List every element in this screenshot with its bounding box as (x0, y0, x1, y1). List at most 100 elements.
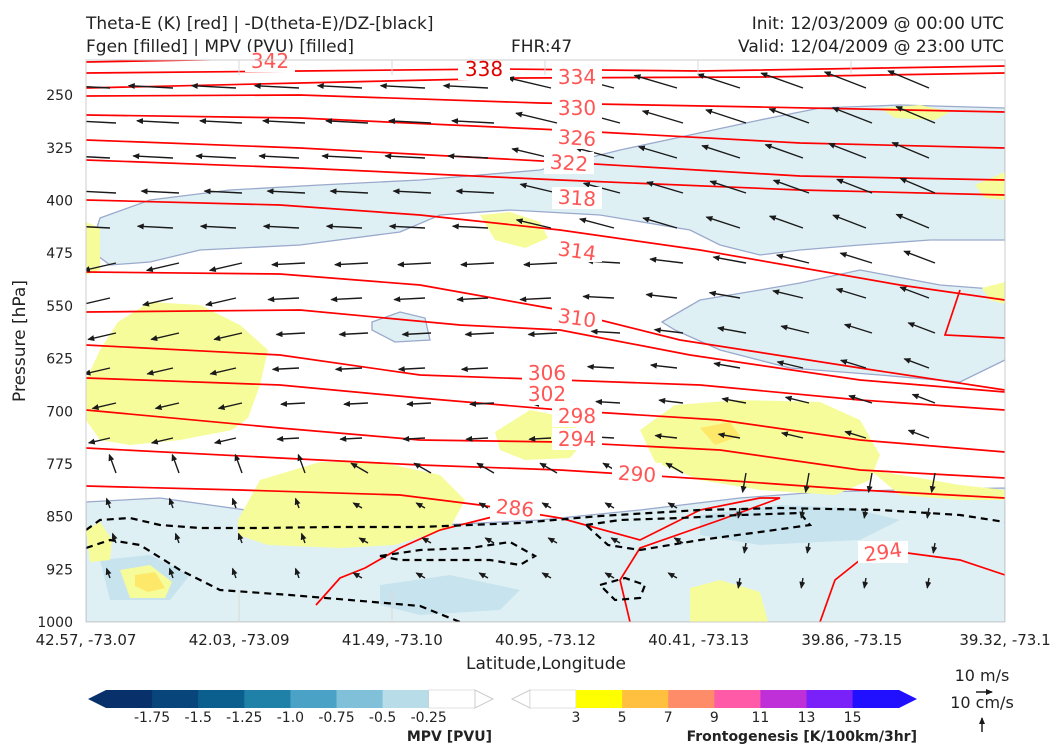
wind-arrow (465, 435, 489, 442)
wind-arrow (590, 328, 621, 335)
mpv-region-right (660, 269, 1005, 383)
wind-arrow (294, 567, 301, 579)
mpv-colorbar-swatch (198, 690, 245, 708)
wind-arrow (862, 507, 869, 519)
wind-arrow (329, 188, 369, 195)
wind-arrow (352, 572, 363, 579)
wind-arrow (275, 331, 306, 338)
wind-arrow (168, 497, 175, 509)
forecast-hour: FHR:47 (511, 37, 573, 57)
mpv-colorbar-tick: -1.5 (185, 710, 212, 726)
mpv-colorbar-swatch (382, 690, 430, 708)
mpv-dark-2 (380, 575, 520, 615)
fgen-colorbar-tick: 15 (844, 710, 862, 726)
wind-arrow (780, 324, 810, 334)
x-tick-label: 41.49, -73.10 (342, 631, 443, 649)
wind-arrow (887, 70, 930, 89)
fgen-colorbar-swatch (714, 690, 761, 708)
x-tick-label: 42.57, -73.07 (36, 631, 137, 649)
fgen-region-7 (690, 580, 768, 622)
theta-e-label: 314 (556, 236, 597, 265)
theta-e-label: 298 (558, 404, 596, 428)
wind-arrow (132, 153, 174, 160)
wind-arrow (907, 429, 930, 439)
wind-arrow (174, 532, 181, 544)
wind-arrow (547, 537, 558, 544)
wind-arrow (253, 82, 300, 89)
theta-e-contour (86, 309, 1005, 393)
wind-arrow (451, 223, 489, 230)
wind-arrow (145, 262, 180, 273)
mpv-colorbar-tick: -0.75 (318, 710, 354, 726)
fgen-colorbar: 3 5 7 9 11 13 15 Frontogenesis [K/100km/3hr] (510, 689, 917, 745)
fgen-colorbar-right-tip (899, 690, 917, 708)
wind-arrow (844, 430, 867, 439)
valid-time: Valid: 12/04/2009 @ 23:00 UTC (738, 37, 1004, 57)
wind-arrow (866, 472, 873, 494)
wind-arrow (519, 296, 552, 303)
fgen-colorbar-tick: 5 (618, 710, 627, 726)
wind-arrow (604, 572, 615, 579)
wind-arrow (836, 178, 873, 194)
wind-arrow (835, 287, 867, 299)
wind-arrow (527, 331, 558, 338)
wind-arrow (667, 572, 678, 579)
wind-arrow (929, 472, 936, 494)
wind-arrow (776, 360, 804, 369)
wind-arrow (460, 366, 489, 373)
wind-arrow (415, 572, 426, 579)
wind-arrow (199, 223, 237, 230)
wind-arrow (696, 73, 741, 89)
fgen-colorbar-left-tip (510, 689, 531, 709)
wind-arrow (484, 537, 495, 544)
wind-arrow (401, 331, 432, 338)
mpv-colorbar-tick: -0.5 (369, 710, 396, 726)
fgen-colorbar-swatch (760, 690, 807, 708)
mpv-colorbar-left-tip (88, 690, 106, 708)
wind-scale-legend: 10 m/s 10 cm/s (950, 666, 1014, 732)
mpv-colorbar-tick: -1.0 (277, 710, 304, 726)
wind-arrow (388, 223, 426, 230)
wind-arrow (708, 290, 741, 299)
x-tick-label: 39.32, -73.1 (959, 631, 1050, 649)
theta-e-label: 302 (528, 382, 566, 406)
wind-arrow (358, 537, 369, 544)
wind-arrow (168, 567, 175, 579)
stability-contour (597, 576, 647, 602)
wind-arrow (146, 367, 174, 376)
wind-arrow (208, 262, 243, 273)
wind-arrow (195, 153, 237, 160)
theta-e-contour (86, 94, 1005, 113)
stability-contour (583, 511, 813, 552)
theta-e-label: 306 (528, 361, 566, 385)
wind-arrow (442, 82, 489, 89)
wind-arrow (862, 577, 869, 589)
wind-arrow (658, 397, 684, 404)
wind-arrow (539, 462, 558, 474)
wind-arrow (154, 402, 180, 410)
wind-arrow (237, 532, 244, 544)
wind-arrow (105, 497, 112, 509)
wind-arrow (764, 143, 804, 159)
fgen-region-6 (480, 212, 548, 248)
y-tick-label: 1000 (37, 615, 73, 631)
wind-arrow (772, 289, 804, 299)
wind-arrow (805, 542, 812, 554)
theta-e-contour (86, 447, 1005, 499)
stability-dashed-contours (86, 506, 1005, 622)
wind-arrow (709, 180, 747, 194)
mpv-colorbar-label: MPV [PVU] (407, 729, 492, 745)
wind-arrow (190, 82, 237, 89)
wind-arrow (300, 532, 307, 544)
mpv-colorbar-swatch (290, 690, 337, 708)
wind-arrow (528, 435, 552, 442)
wind-arrow (469, 400, 495, 407)
mpv-colorbar-swatch (336, 690, 384, 708)
wind-arrow (325, 223, 363, 230)
wind-arrow (736, 577, 743, 589)
wind-arrow (350, 462, 369, 474)
wind-scale-vertical: 10 cm/s (950, 693, 1014, 712)
wind-arrow (832, 214, 867, 229)
wind-arrow (721, 396, 747, 404)
wind-arrow (338, 331, 369, 338)
